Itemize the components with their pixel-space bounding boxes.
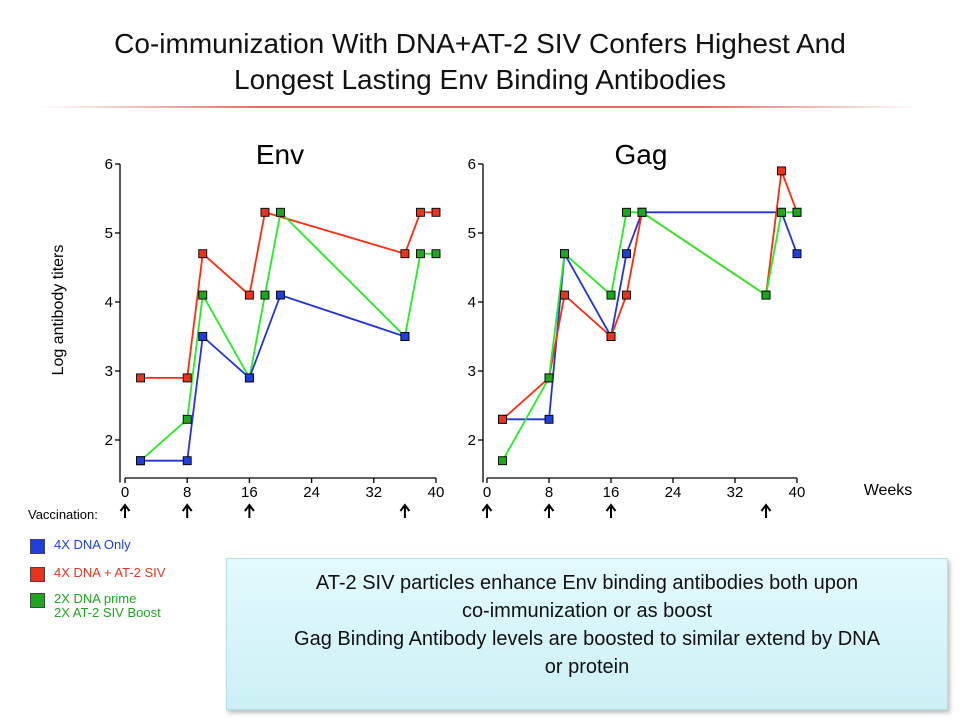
env-point-4x-dna-at-2-siv <box>182 373 192 383</box>
gag-x-tick-label-40: 40 <box>789 484 806 501</box>
env-point-4x-dna-at-2-siv <box>400 249 410 259</box>
legend: 4X DNA Only 4X DNA + AT-2 SIV 2X DNA pri… <box>30 538 165 628</box>
env-chart-title: Env <box>256 139 304 170</box>
legend-item-dna-only: 4X DNA Only <box>30 538 165 554</box>
env-x-tick-label-24: 24 <box>303 484 320 501</box>
env-point-4x-dna-only <box>244 373 254 383</box>
gag-point-4x-dna-at-2-siv <box>622 290 631 300</box>
gag-point-2x-dna-prime-2x-at-2-siv-boost <box>622 207 631 217</box>
gag-point-2x-dna-prime-2x-at-2-siv-boost <box>560 249 569 259</box>
env-x-tick-label-40: 40 <box>428 484 445 501</box>
env-point-4x-dna-at-2-siv <box>416 207 425 217</box>
note-line-1: AT-2 SIV particles enhance Env binding a… <box>315 572 859 594</box>
gag-y-tick-label-2: 2 <box>468 432 476 449</box>
gag-x-tick-label-0: 0 <box>483 484 491 501</box>
gag-vaccination-arrow-icon <box>605 503 617 518</box>
env-series-line-4x-dna-at-2-siv <box>140 211 436 379</box>
env-point-2x-dna-prime-2x-at-2-siv-boost <box>276 207 285 217</box>
env-y-tick-label-5: 5 <box>105 225 113 242</box>
env-vaccination-arrow-icon <box>181 503 193 518</box>
env-point-4x-dna-at-2-siv <box>136 373 146 383</box>
gag-point-2x-dna-prime-2x-at-2-siv-boost <box>792 207 802 217</box>
env-point-4x-dna-only <box>198 332 208 341</box>
env-point-4x-dna-at-2-siv <box>260 207 270 217</box>
env-x-tick-label-32: 32 <box>365 484 382 501</box>
legend-item-dna-at2: 4X DNA + AT-2 SIV <box>30 566 165 582</box>
gag-point-2x-dna-prime-2x-at-2-siv-boost <box>544 373 554 383</box>
legend-swatch-dna-at2 <box>30 567 45 582</box>
legend-label-prime-boost: 2X DNA prime 2X AT-2 SIV Boost <box>54 591 161 620</box>
gag-x-tick-label-16: 16 <box>603 484 620 501</box>
env-point-2x-dna-prime-2x-at-2-siv-boost <box>198 290 208 300</box>
gag-x-tick-label-8: 8 <box>545 484 553 501</box>
env-y-tick-label-3: 3 <box>105 363 113 380</box>
note-line-3: Gag Binding Antibody levels are boosted … <box>294 628 880 650</box>
gag-y-tick-label-6: 6 <box>468 156 476 173</box>
env-point-4x-dna-only <box>136 456 146 466</box>
gag-point-4x-dna-only <box>622 249 631 259</box>
gag-point-4x-dna-only <box>792 249 802 259</box>
env-point-2x-dna-prime-2x-at-2-siv-boost <box>416 249 425 259</box>
env-chart: Env 2 3 4 5 6 0 8 16 24 32 40 Log antibody titers <box>50 139 444 518</box>
gag-x-tick-label-24: 24 <box>665 484 682 501</box>
env-x-tick-label-0: 0 <box>121 484 129 501</box>
gag-point-2x-dna-prime-2x-at-2-siv-boost <box>761 290 771 300</box>
legend-item-prime-boost: 2X DNA prime 2X AT-2 SIV Boost <box>30 592 165 620</box>
env-y-tick-label-4: 4 <box>105 294 113 311</box>
env-point-2x-dna-prime-2x-at-2-siv-boost <box>431 249 441 259</box>
env-point-2x-dna-prime-2x-at-2-siv-boost <box>182 414 192 424</box>
note-line-4: or protein <box>544 656 630 678</box>
gag-vaccination-arrow-icon <box>760 503 772 518</box>
env-vaccination-arrow-icon <box>399 503 411 518</box>
env-point-4x-dna-only <box>182 456 192 466</box>
gag-point-4x-dna-at-2-siv <box>777 166 786 176</box>
slide-title: Co-immunization With DNA+AT-2 SIV Confer… <box>0 26 960 98</box>
gag-point-4x-dna-at-2-siv <box>560 290 569 300</box>
env-x-tick-label-8: 8 <box>183 484 191 501</box>
gag-point-2x-dna-prime-2x-at-2-siv-boost <box>777 207 786 217</box>
gag-chart-title: Gag <box>615 139 668 170</box>
gag-point-2x-dna-prime-2x-at-2-siv-boost <box>637 207 647 217</box>
env-y-tick-label-2: 2 <box>105 432 113 449</box>
gag-point-2x-dna-prime-2x-at-2-siv-boost <box>498 456 507 466</box>
gag-y-tick-label-3: 3 <box>468 363 476 380</box>
env-point-4x-dna-at-2-siv <box>244 290 254 300</box>
env-point-4x-dna-only <box>400 332 410 341</box>
gag-vaccination-arrow-icon <box>543 503 555 518</box>
title-divider <box>40 106 920 108</box>
legend-label-dna-only: 4X DNA Only <box>54 537 131 552</box>
summary-note-box: AT-2 SIV particles enhance Env binding a… <box>226 558 948 710</box>
gag-point-4x-dna-at-2-siv <box>498 414 507 424</box>
env-y-tick-label-6: 6 <box>105 156 113 173</box>
gag-point-2x-dna-prime-2x-at-2-siv-boost <box>606 290 616 300</box>
env-y-axis-label: Log antibody titers <box>50 245 67 376</box>
env-series-line-4x-dna-only <box>140 293 406 462</box>
env-x-tick-label-16: 16 <box>241 484 258 501</box>
env-vaccination-arrow-icon <box>119 503 131 518</box>
gag-vaccination-arrow-icon <box>481 503 493 518</box>
legend-label-dna-at2: 4X DNA + AT-2 SIV <box>54 565 166 580</box>
gag-series-line-4x-dna-only <box>502 211 798 421</box>
env-point-2x-dna-prime-2x-at-2-siv-boost <box>260 290 270 300</box>
gag-point-4x-dna-only <box>544 414 554 424</box>
gag-x-tick-label-32: 32 <box>727 484 744 501</box>
vaccination-label: Vaccination: <box>28 507 98 522</box>
gag-y-tick-label-4: 4 <box>468 294 476 311</box>
gag-y-tick-label-5: 5 <box>468 225 476 242</box>
slide-title-line-1: Co-immunization With DNA+AT-2 SIV Confer… <box>114 28 846 59</box>
legend-swatch-dna-only <box>30 539 45 554</box>
note-line-2: co-immunization or as boost <box>461 600 713 622</box>
gag-x-axis-label: Weeks <box>864 482 913 499</box>
env-vaccination-arrow-icon <box>244 503 255 518</box>
env-point-4x-dna-only <box>276 290 285 300</box>
env-point-4x-dna-at-2-siv <box>431 207 441 217</box>
gag-chart: Gag 2 3 4 5 6 0 8 16 24 32 40 Weeks <box>468 139 913 518</box>
slide-title-line-2: Longest Lasting Env Binding Antibodies <box>234 64 726 95</box>
gag-point-4x-dna-at-2-siv <box>606 332 616 341</box>
env-point-4x-dna-at-2-siv <box>198 249 208 259</box>
legend-swatch-prime-boost <box>30 593 45 608</box>
